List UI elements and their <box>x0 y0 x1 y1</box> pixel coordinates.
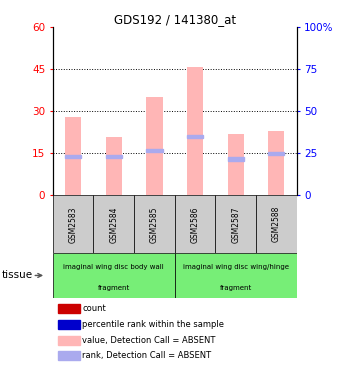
Bar <box>65 117 81 195</box>
Bar <box>58 351 80 360</box>
Bar <box>134 195 175 253</box>
Bar <box>106 154 122 158</box>
Bar <box>53 253 175 298</box>
Bar <box>227 134 244 195</box>
Bar <box>256 195 297 253</box>
Bar <box>58 320 80 329</box>
Bar <box>187 67 203 195</box>
Text: rank, Detection Call = ABSENT: rank, Detection Call = ABSENT <box>82 351 211 360</box>
Text: fragment: fragment <box>220 285 252 291</box>
Bar <box>106 137 122 195</box>
Bar <box>58 336 80 344</box>
Text: imaginal wing disc body wall: imaginal wing disc body wall <box>63 264 164 270</box>
Bar <box>175 253 297 298</box>
Bar <box>146 97 163 195</box>
Bar <box>216 195 256 253</box>
Bar <box>268 131 284 195</box>
Text: GSM2584: GSM2584 <box>109 206 118 243</box>
Text: GSM2588: GSM2588 <box>272 206 281 242</box>
Title: GDS192 / 141380_at: GDS192 / 141380_at <box>114 13 236 26</box>
Text: GSM2583: GSM2583 <box>69 206 78 243</box>
Bar <box>187 135 203 138</box>
Bar <box>175 195 216 253</box>
Bar <box>146 149 163 152</box>
Text: percentile rank within the sample: percentile rank within the sample <box>82 320 224 329</box>
Bar <box>227 157 244 161</box>
Text: count: count <box>82 304 106 313</box>
Bar <box>53 195 93 253</box>
Bar <box>65 154 81 158</box>
Bar <box>58 304 80 313</box>
Text: GSM2585: GSM2585 <box>150 206 159 243</box>
Bar <box>268 152 284 155</box>
Text: fragment: fragment <box>98 285 130 291</box>
Bar <box>93 195 134 253</box>
Text: GSM2587: GSM2587 <box>231 206 240 243</box>
Text: imaginal wing disc wing/hinge: imaginal wing disc wing/hinge <box>183 264 289 270</box>
Text: GSM2586: GSM2586 <box>191 206 199 243</box>
Text: tissue: tissue <box>2 270 33 280</box>
Text: value, Detection Call = ABSENT: value, Detection Call = ABSENT <box>82 336 216 344</box>
